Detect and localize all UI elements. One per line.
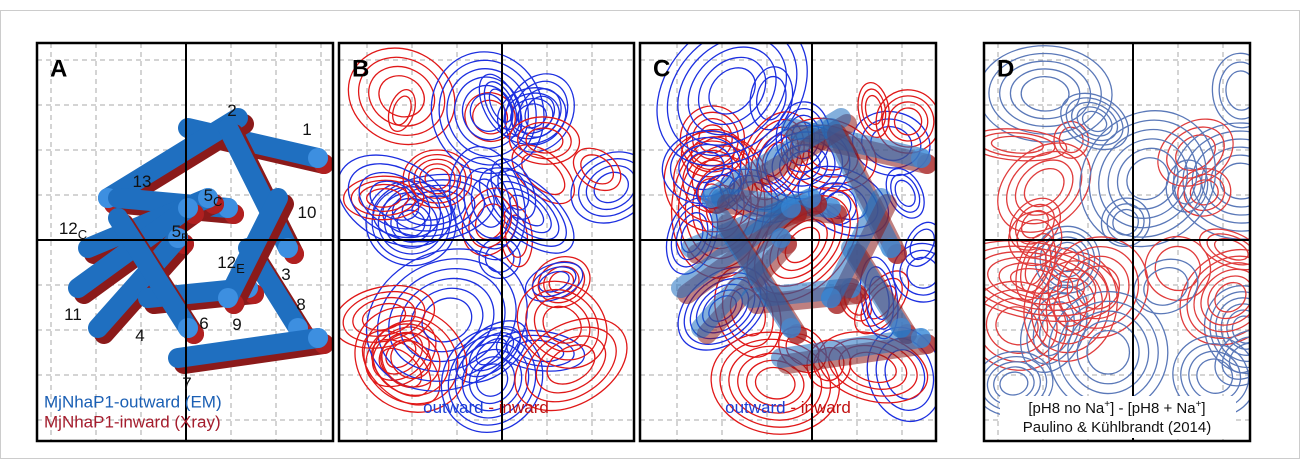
legend-inward: MjNhaP1-inward (Xray): [44, 412, 221, 431]
panel: [627, 0, 958, 444]
helix-label: 2: [227, 101, 236, 120]
helix-end: [911, 148, 931, 168]
helix-end: [821, 288, 841, 308]
legend-outward: MjNhaP1-outward (EM): [44, 392, 222, 411]
helix-end: [911, 328, 931, 348]
helix-label: 13: [133, 172, 152, 191]
helix-label: 3: [281, 265, 290, 284]
helix-label: 8: [296, 295, 305, 314]
body: {"panels": [ {"letter": "A", "helices": …: [0, 0, 1300, 468]
helix-end: [218, 288, 238, 308]
helix-end: [781, 318, 801, 338]
panel-letter: C: [653, 55, 670, 82]
helix-label: 10: [298, 203, 317, 222]
helix-label: 4: [135, 326, 144, 345]
helix-end: [178, 318, 198, 338]
panel-letter: A: [50, 55, 67, 82]
credit: Paulino & Kühlbrandt (2014): [1023, 419, 1211, 436]
helix-end: [308, 328, 328, 348]
panel: [322, 30, 664, 452]
helix-end: [308, 148, 328, 168]
panel: [947, 43, 1300, 441]
page: Panels body { margin: 0; width: 1300px; …: [0, 0, 1300, 468]
helix-label: 6: [199, 314, 208, 333]
caption: outward - inward: [725, 398, 851, 417]
helix-end: [771, 228, 791, 248]
panel-letter: D: [997, 55, 1014, 82]
caption: [pH8 no Na+] - [pH8 + Na+]: [1028, 399, 1205, 417]
helix-label: 11: [64, 305, 82, 324]
helix-label: 9: [232, 315, 241, 334]
panel-letter: B: [352, 55, 369, 82]
helix-end: [178, 198, 198, 218]
helix-end: [781, 198, 801, 218]
caption: outward - inward: [423, 398, 549, 417]
helix-label: 1: [302, 120, 311, 139]
helix-label: 7: [182, 374, 191, 393]
figure: A B C D 1 2 13 5C 10 12C 5E 12E 3 8 11 4…: [0, 0, 1300, 468]
